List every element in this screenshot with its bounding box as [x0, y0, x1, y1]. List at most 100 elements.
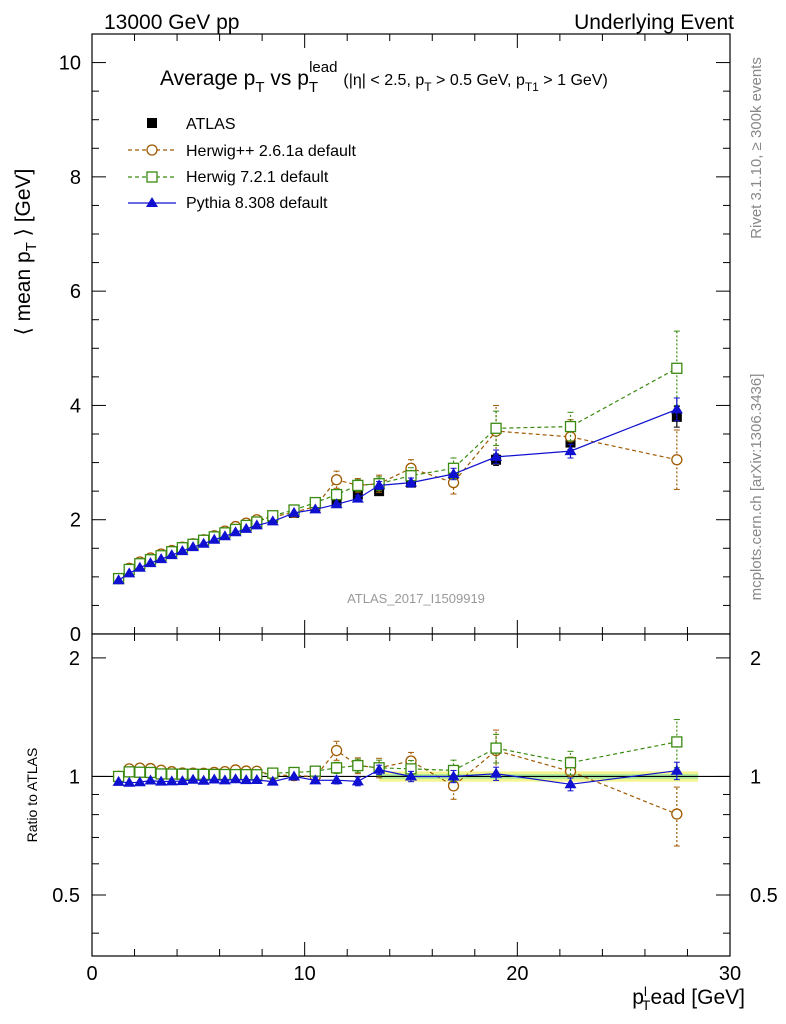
x-tick-label: 20 [506, 963, 528, 985]
y-tick-label: 2 [70, 510, 81, 532]
point-pythia [155, 553, 168, 564]
ratio-tick-label-left: 1 [69, 766, 80, 788]
y-tick-label: 0 [70, 624, 81, 646]
point-herwig-pp [330, 474, 343, 486]
point-pythia [123, 567, 136, 578]
x-tick-label: 10 [294, 963, 316, 985]
legend-marker-atlas [147, 118, 157, 128]
point-pythia [240, 522, 253, 533]
point-pythia [229, 773, 242, 784]
point-pythia [330, 498, 343, 509]
point-pythia [288, 506, 301, 517]
point-pythia [490, 767, 503, 778]
point-pythia [208, 533, 221, 544]
point-pythia [165, 549, 178, 560]
series-pythia [112, 761, 683, 792]
legend-item-atlas: ATLAS [147, 116, 236, 133]
legend-label-pythia: Pythia 8.308 default [186, 195, 328, 212]
ratio-tick-label-right: 0.5 [750, 885, 778, 907]
legend-marker-herwig7 [146, 171, 158, 183]
header-right-label: Underlying Event [574, 11, 734, 34]
point-pythia [112, 574, 125, 585]
point-pythia [670, 403, 683, 414]
point-pythia [165, 775, 178, 786]
point-pythia [288, 770, 301, 781]
point-herwig-pp [671, 454, 683, 466]
rivet-version-label: Rivet 3.1.10, ≥ 300k events [748, 57, 765, 239]
point-herwig7 [671, 736, 683, 748]
ratio-frame [91, 633, 731, 957]
point-pythia [250, 774, 263, 785]
point-pythia [218, 530, 231, 541]
point-herwig7 [352, 479, 364, 492]
point-herwig7 [490, 742, 502, 754]
point-pythia [351, 775, 364, 786]
y-tick-label: 8 [70, 167, 81, 189]
ratio-series-layer [112, 719, 683, 847]
point-pythia [330, 774, 343, 785]
point-pythia [208, 773, 221, 784]
point-pythia [176, 775, 189, 786]
point-herwig7 [564, 757, 577, 769]
point-pythia [266, 775, 279, 786]
point-pythia [373, 763, 386, 774]
main-panel: 0 2 4 6 8 10 Average pT vs pTlead(|η| < 2.5, … [59, 33, 731, 646]
point-herwig7 [671, 362, 683, 374]
point-pythia [373, 479, 386, 490]
legend-label-herwig7: Herwig 7.2.1 default [186, 169, 329, 186]
ratio-axis-ticks: 0.5 0.51 12 20 10 20 30 [52, 634, 778, 985]
x-axis-label: pl Tead [GeV] [632, 984, 745, 1013]
y-tick-label: 6 [70, 281, 81, 303]
point-pythia [240, 774, 253, 785]
point-pythia [351, 492, 364, 503]
point-pythia [144, 557, 157, 568]
svg-text:⟨ mean pT ⟩ [GeV]: ⟨ mean pT ⟩ [GeV] [12, 169, 40, 336]
svg-text:Average pT vs pTlead(|η| < 2.5: Average pT vs pTlead(|η| < 2.5, pT > 0.5… [160, 59, 608, 96]
point-herwig-pp [330, 744, 343, 757]
x-tick-label: 30 [719, 963, 741, 985]
legend-marker-herwig-pp [146, 144, 158, 156]
x-tick-label: 0 [86, 963, 97, 985]
point-pythia [144, 774, 157, 785]
point-pythia [564, 445, 577, 456]
point-pythia [133, 776, 146, 787]
legend-label-herwig-pp: Herwig++ 2.6.1a default [186, 143, 356, 160]
point-herwig7 [330, 488, 343, 501]
point-pythia [405, 770, 417, 781]
y-tick-label: 10 [59, 53, 81, 75]
point-pythia [490, 450, 503, 461]
ratio-tick-label-left: 0.5 [52, 885, 80, 907]
legend-marker-pythia [146, 197, 158, 207]
point-pythia [447, 468, 460, 478]
point-pythia [187, 541, 200, 552]
point-pythia [250, 519, 263, 530]
point-atlas [565, 437, 576, 448]
point-pythia [405, 476, 417, 487]
y-tick-label: 4 [70, 395, 81, 417]
point-pythia [309, 503, 322, 514]
ratio-axis-label: Ratio to ATLAS [24, 748, 40, 843]
legend-label-atlas: ATLAS [186, 116, 236, 133]
point-pythia [133, 561, 146, 572]
point-pythia [187, 773, 200, 784]
ratio-panel: 0.5 0.51 12 20 10 20 30 [52, 633, 778, 985]
point-pythia [218, 774, 231, 785]
legend: ATLAS Herwig++ 2.6.1a default Herwig 7.2… [128, 116, 356, 212]
point-pythia [229, 526, 242, 537]
ratio-tick-label-right: 2 [750, 648, 761, 670]
legend-item-pythia: Pythia 8.308 default [128, 195, 328, 212]
plot-title: Average pT vs pTlead(|η| < 2.5, pT > 0.5… [160, 59, 608, 96]
point-pythia [176, 545, 189, 556]
ratio-tick-label-left: 2 [69, 648, 80, 670]
y-axis-label: ⟨ mean pT ⟩ [GeV] [12, 169, 40, 336]
point-pythia [197, 537, 210, 548]
header-left-label: 13000 GeV pp [104, 11, 239, 34]
point-pythia [112, 775, 125, 786]
analysis-watermark: ATLAS_2017_I1509919 [347, 591, 485, 606]
point-herwig-pp [671, 808, 683, 820]
point-pythia [123, 776, 136, 787]
main-series-layer [112, 330, 683, 585]
point-pythia [197, 774, 210, 785]
series-pythia [112, 397, 683, 585]
